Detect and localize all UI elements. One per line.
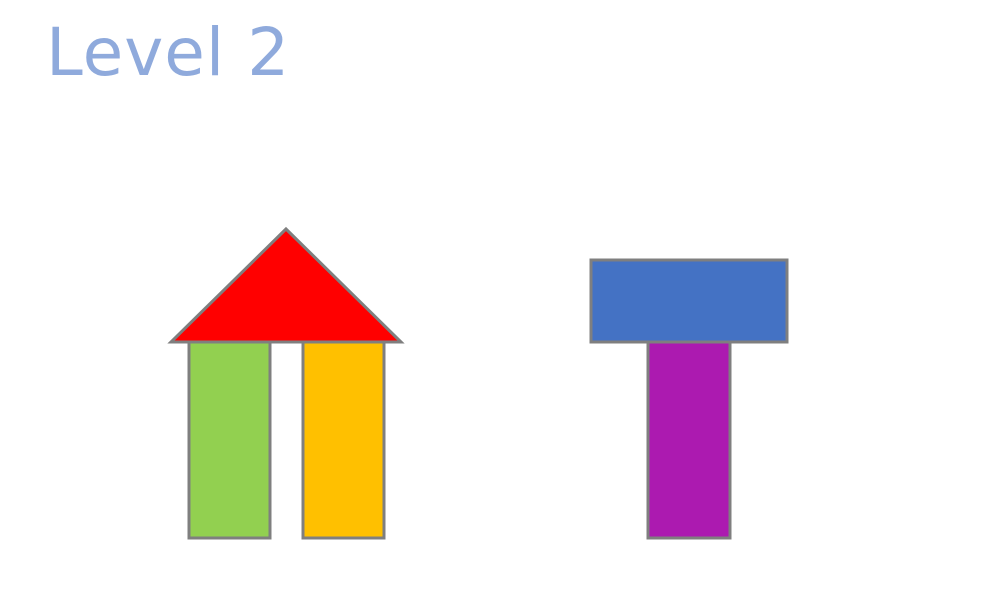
right-pillar-block[interactable] <box>301 340 386 540</box>
top-bar-block[interactable] <box>589 258 789 344</box>
stem-block[interactable] <box>646 340 732 540</box>
roof-triangle-block[interactable] <box>167 226 405 344</box>
level-title: Level 2 <box>46 14 291 91</box>
left-pillar-block[interactable] <box>187 340 272 540</box>
house-structure <box>167 226 405 540</box>
t-structure <box>589 258 789 540</box>
